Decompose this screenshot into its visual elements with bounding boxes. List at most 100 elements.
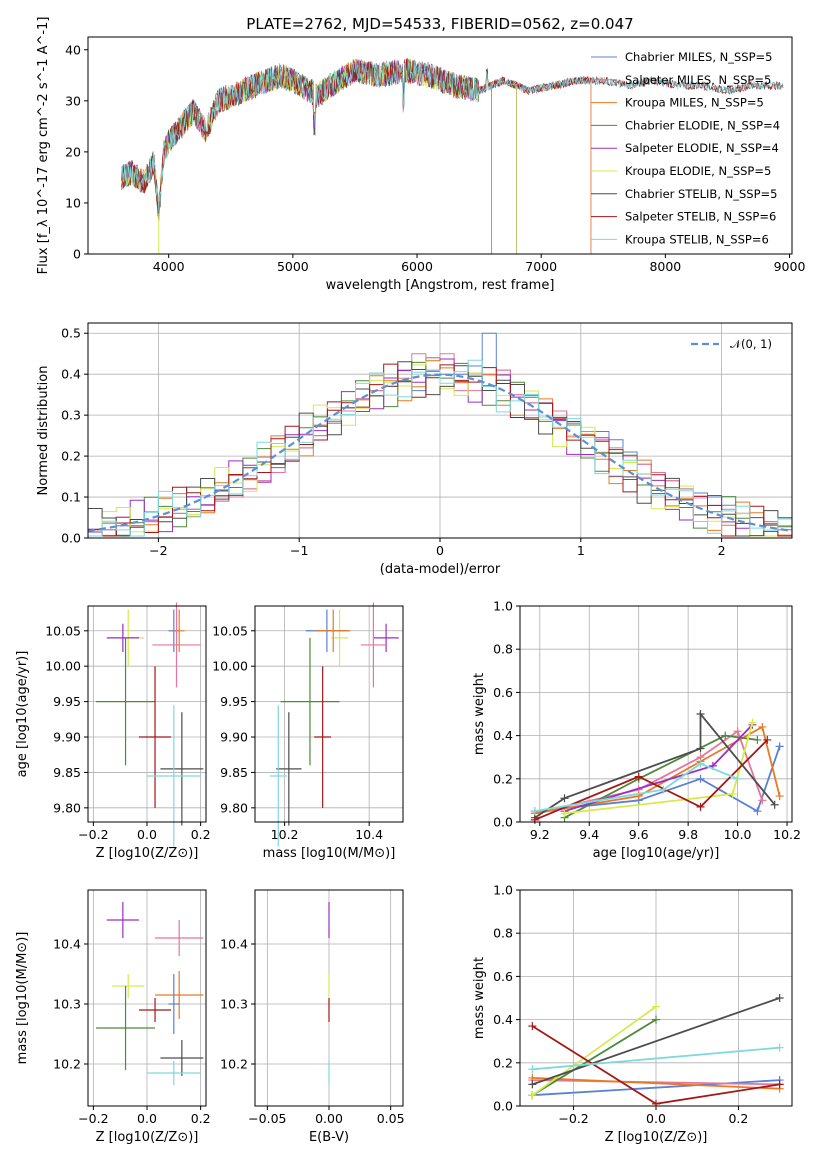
y-tick-label: 0.4 bbox=[493, 1012, 513, 1027]
x-tick-label: 10.4 bbox=[355, 827, 383, 842]
x-axis-label: Z [log10(Z/Z⊙)] bbox=[605, 1130, 708, 1145]
weight-marker-salpeter_stelib bbox=[528, 1022, 537, 1031]
x-axis-label: wavelength [Angstrom, rest frame] bbox=[326, 278, 555, 293]
y-tick-label: 0.0 bbox=[493, 1099, 513, 1114]
normal-curve bbox=[87, 373, 793, 532]
x-axis-label: Z [log10(Z/Z⊙)] bbox=[96, 1130, 199, 1145]
y-tick-label: 10.00 bbox=[45, 659, 81, 674]
weight-marker-salpeter_stelib bbox=[652, 1099, 660, 1108]
weight-marker-kroupa_stelib bbox=[696, 759, 705, 768]
histogram-chabrier_stelib bbox=[87, 361, 793, 538]
x-tick-label: 1 bbox=[577, 543, 585, 558]
x-tick-label: 0.00 bbox=[315, 1111, 343, 1126]
legend-label-kroupa_elodie: Kroupa ELODIE, N_SSP=5 bbox=[625, 164, 771, 178]
legend-label-kroupa_miles: Kroupa MILES, N_SSP=5 bbox=[625, 96, 764, 110]
plot-frame bbox=[254, 889, 404, 1107]
x-tick-label: 0.0 bbox=[646, 1111, 666, 1126]
x-tick-label: 0.2 bbox=[728, 1111, 748, 1126]
y-tick-label: 10.00 bbox=[212, 659, 248, 674]
y-tick-label: 30 bbox=[65, 93, 81, 108]
x-tick-label: −1 bbox=[290, 543, 308, 558]
weight-marker-kroupa_stelib bbox=[528, 1065, 537, 1074]
y-tick-label: 9.80 bbox=[53, 800, 81, 815]
x-tick-label: −2 bbox=[149, 543, 167, 558]
weight-line-salpeter_miles bbox=[534, 729, 764, 815]
y-tick-label: 9.95 bbox=[220, 694, 248, 709]
weight-marker-chabrier_miles bbox=[775, 742, 784, 751]
weight-marker-kroupa_elodie bbox=[560, 809, 569, 818]
weight-marker-salpeter_stelib bbox=[775, 1080, 784, 1089]
weight-marker-chabrier_stelib bbox=[696, 710, 705, 718]
weight-line-kroupa_stelib bbox=[532, 1046, 780, 1071]
y-tick-label: 0.6 bbox=[493, 685, 513, 700]
x-tick-label: −0.05 bbox=[248, 1111, 286, 1126]
weight-line-chabrier_elodie bbox=[531, 1018, 657, 1096]
x-tick-label: 9.2 bbox=[530, 827, 550, 842]
legend-label-salpeter_miles: Salpeter MILES, N_SSP=5 bbox=[625, 73, 771, 87]
weight-line-salpeter_stelib bbox=[534, 739, 768, 821]
histogram-kroupa_stelib bbox=[87, 359, 793, 538]
y-tick-label: 0.2 bbox=[493, 1055, 513, 1070]
y-axis-label: mass weight bbox=[472, 673, 487, 755]
x-tick-label: 6000 bbox=[401, 259, 433, 274]
y-tick-label: 0.8 bbox=[493, 926, 513, 941]
x-tick-label: 4000 bbox=[153, 259, 185, 274]
y-tick-label: 0.2 bbox=[61, 449, 81, 464]
y-axis-label: mass weight bbox=[472, 957, 487, 1039]
y-tick-label: 10.05 bbox=[212, 623, 248, 638]
y-tick-label: 10.05 bbox=[45, 623, 81, 638]
y-tick-label: 10.4 bbox=[53, 937, 81, 952]
x-tick-label: 0.2 bbox=[191, 827, 211, 842]
x-tick-label: −0.2 bbox=[78, 1111, 108, 1126]
y-tick-label: 1.0 bbox=[493, 599, 513, 614]
y-tick-label: 10.2 bbox=[220, 1057, 248, 1072]
weight-marker-salpeter_stelib bbox=[763, 735, 772, 744]
x-tick-label: 10.0 bbox=[724, 827, 752, 842]
y-tick-label: 9.85 bbox=[220, 765, 248, 780]
legend-label-salpeter_elodie: Salpeter ELODIE, N_SSP=4 bbox=[625, 141, 779, 155]
y-tick-label: 1.0 bbox=[493, 883, 513, 898]
legend-label-chabrier_elodie: Chabrier ELODIE, N_SSP=4 bbox=[625, 118, 780, 132]
weight-marker-chabrier_elodie bbox=[753, 735, 762, 744]
plot-frame bbox=[254, 605, 404, 823]
x-axis-label: Z [log10(Z/Z⊙)] bbox=[96, 846, 199, 861]
weight-line-kroupa_miles bbox=[532, 1077, 780, 1090]
x-tick-label: 8000 bbox=[649, 259, 681, 274]
y-axis-label: age [log10(age/yr)] bbox=[15, 651, 30, 778]
weight-marker-kroupa_elodie bbox=[728, 789, 737, 798]
weight-line-chabrier_miles bbox=[532, 1079, 780, 1097]
legend-label-salpeter_stelib: Salpeter STELIB, N_SSP=6 bbox=[625, 210, 776, 224]
weight-line-salpeter_miles bbox=[532, 1079, 780, 1086]
y-axis-label: Normed distribution bbox=[36, 366, 51, 496]
y-tick-label: 0 bbox=[73, 247, 81, 262]
weight-marker-chabrier_stelib bbox=[770, 800, 779, 809]
y-tick-label: 9.95 bbox=[53, 694, 81, 709]
y-tick-label: 20 bbox=[65, 144, 81, 159]
weight-marker-chabrier_elodie bbox=[721, 731, 730, 740]
y-axis-label: Flux [f_λ 10^-17 erg cm^-2 s^-1 A^-1] bbox=[36, 17, 51, 275]
weight-marker-chabrier_miles bbox=[696, 774, 705, 783]
weight-marker-chabrier_stelib bbox=[775, 994, 784, 1002]
x-tick-label: 10.2 bbox=[271, 827, 299, 842]
x-tick-label: 0.0 bbox=[137, 827, 157, 842]
x-tick-label: 5000 bbox=[277, 259, 309, 274]
weight-line-chabrier_stelib bbox=[532, 997, 780, 1086]
y-tick-label: 0.4 bbox=[493, 728, 513, 743]
weight-line-kroupa_stelib bbox=[534, 762, 738, 813]
weight-marker-chabrier_miles bbox=[753, 807, 762, 816]
weight-line-chabrier_elodie bbox=[564, 734, 758, 819]
x-tick-label: 2 bbox=[718, 543, 726, 558]
plot-frame bbox=[519, 605, 793, 823]
x-tick-label: 7000 bbox=[525, 259, 557, 274]
plot-frame bbox=[87, 889, 207, 1107]
y-tick-label: 10.3 bbox=[53, 997, 81, 1012]
weight-marker-kroupa_elodie bbox=[748, 718, 757, 727]
y-tick-label: 10.3 bbox=[220, 997, 248, 1012]
x-tick-label: 9000 bbox=[774, 259, 806, 274]
y-tick-label: 0.0 bbox=[493, 815, 513, 830]
weight-marker-chabrier_stelib bbox=[696, 744, 705, 753]
x-tick-label: 0 bbox=[436, 543, 444, 558]
plot-frame bbox=[87, 605, 207, 823]
weight-marker-salpeter_stelib bbox=[530, 815, 539, 824]
x-tick-label: 9.6 bbox=[629, 827, 649, 842]
